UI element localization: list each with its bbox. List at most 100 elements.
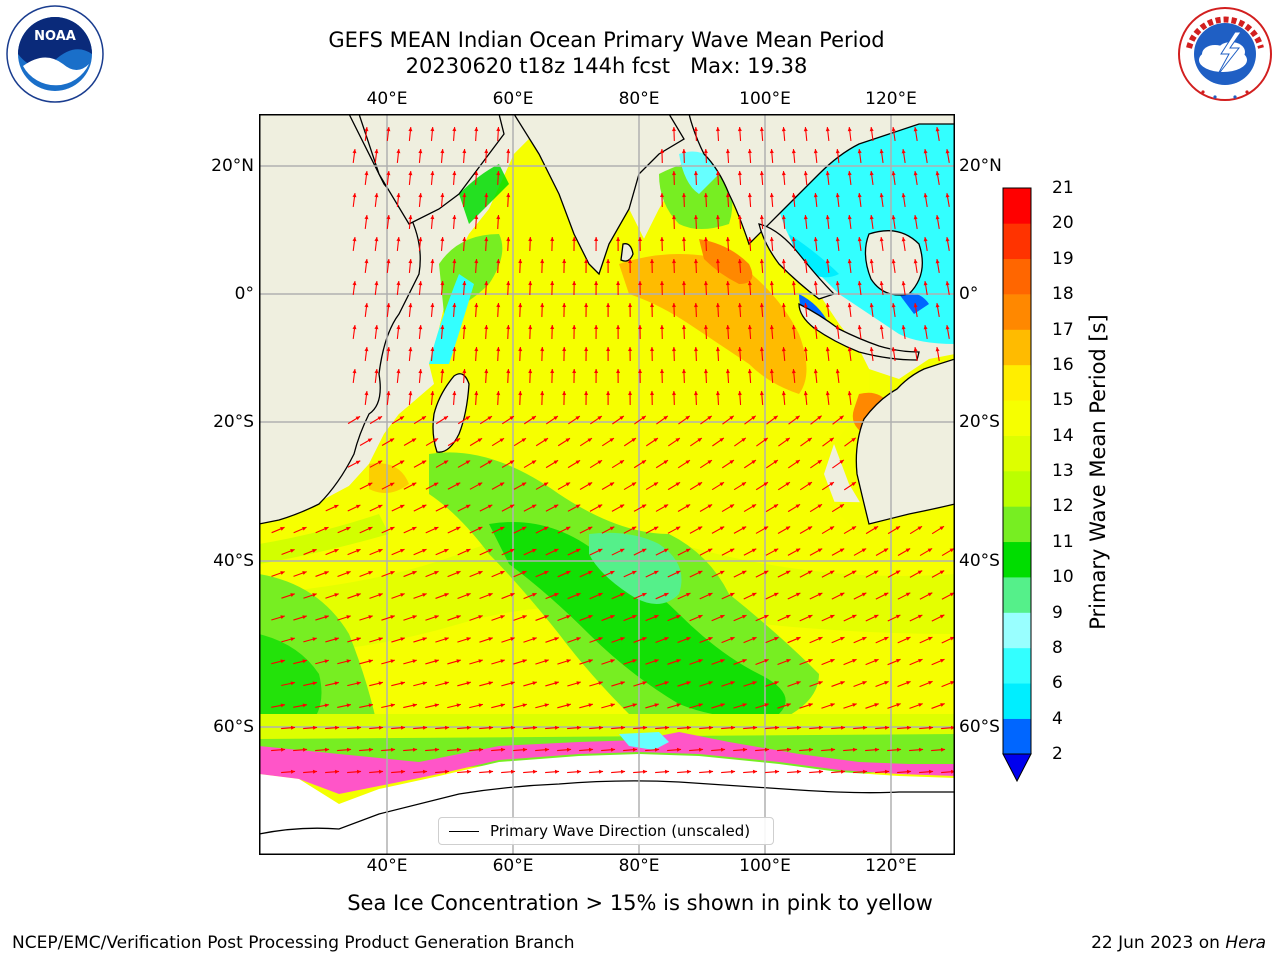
wave-vector-head <box>280 703 285 708</box>
wave-vector-head <box>484 149 489 154</box>
wave-vector-head <box>386 171 391 176</box>
wave-vector-head <box>302 526 307 531</box>
wave-vector-head <box>474 215 479 220</box>
wave-vector-head <box>484 281 489 286</box>
wave-vector-head <box>540 347 545 352</box>
wave-vector-head <box>818 681 823 685</box>
wave-vector-head <box>786 703 791 707</box>
map-legend: Primary Wave Direction (unscaled) <box>438 817 774 845</box>
wave-vector-head <box>620 725 626 730</box>
colorbar-segment <box>1003 683 1031 719</box>
wave-vector-head <box>862 725 868 730</box>
wave-vector-head <box>773 548 779 553</box>
wave-vector-head <box>752 725 758 730</box>
wave-vector-head <box>400 548 405 553</box>
wave-vector-head <box>896 659 901 663</box>
wave-vector-head <box>693 215 698 220</box>
wave-vector-head <box>663 548 669 553</box>
wave-vector-head <box>280 527 285 531</box>
noaa-logo: NOAA <box>6 5 104 103</box>
wave-vector-head <box>496 303 501 308</box>
wave-period-map[interactable] <box>259 114 955 855</box>
wave-vector-head <box>935 215 940 220</box>
wave-vector-head <box>396 149 401 154</box>
wave-vector-head <box>462 369 467 374</box>
wave-vector-head <box>747 237 752 242</box>
wave-vector-head <box>597 548 603 553</box>
wave-vector-head <box>703 237 708 242</box>
wave-vector-head <box>825 303 830 308</box>
wave-vector-head <box>434 571 439 575</box>
wave-vector-head <box>874 703 879 707</box>
wave-vector-head <box>851 482 856 486</box>
wave-vector-head <box>839 415 844 420</box>
wave-vector-head <box>632 703 637 708</box>
wave-vector-head <box>950 769 955 774</box>
wave-vector-head <box>412 571 417 575</box>
wave-vector-head <box>650 259 655 264</box>
wave-vector-head <box>412 747 418 752</box>
wave-vector-head <box>531 548 537 553</box>
wave-vector-head <box>597 416 602 420</box>
wave-vector-head <box>566 659 571 663</box>
wave-vector-head <box>632 659 637 663</box>
wave-vector-head <box>444 725 450 730</box>
wave-vector-head <box>452 391 457 396</box>
wave-vector-head <box>390 703 395 708</box>
wave-vector-head <box>759 171 764 176</box>
wave-vector-head <box>368 526 373 531</box>
wave-vector-head <box>290 549 295 553</box>
wave-vector-head <box>496 259 501 264</box>
wave-vector-head <box>324 571 329 575</box>
wave-vector-head <box>874 747 880 752</box>
colorbar-tick-label: 20 <box>1052 213 1074 234</box>
wave-vector-head <box>588 747 594 752</box>
wave-vector-head <box>939 526 945 531</box>
wave-vector-head <box>747 325 752 330</box>
wave-vector-head <box>681 281 686 286</box>
wave-vector-head <box>818 769 824 774</box>
wave-vector-head <box>759 391 764 396</box>
wave-vector-head <box>781 215 786 220</box>
wave-vector-head <box>923 325 928 330</box>
wave-vector-head <box>610 747 616 752</box>
wave-vector-head <box>496 215 501 220</box>
wave-vector-head <box>950 725 955 730</box>
wave-vector-head <box>478 571 483 575</box>
wave-vector-head <box>708 637 713 641</box>
wave-vector-head <box>619 504 625 509</box>
wave-vector-head <box>616 325 621 330</box>
wave-vector-head <box>708 725 714 730</box>
wave-vector-head <box>396 237 401 242</box>
wave-vector-head <box>594 237 599 242</box>
lon-tick-top: 40°E <box>366 89 408 109</box>
wave-vector-head <box>737 303 742 308</box>
wave-vector-head <box>465 460 471 465</box>
wave-vector-head <box>825 127 830 132</box>
wave-vector-head <box>368 747 374 752</box>
wave-vector-head <box>803 259 808 264</box>
footer-date-text: 22 Jun 2023 on <box>1091 933 1226 953</box>
wave-vector-head <box>598 769 604 774</box>
wave-vector-head <box>528 325 533 330</box>
wave-vector-head <box>664 681 669 685</box>
wave-vector-head <box>606 391 611 396</box>
wave-vector-head <box>620 637 625 641</box>
lon-tick-top: 120°E <box>865 89 917 109</box>
wave-vector-head <box>703 369 708 374</box>
wave-vector-head <box>703 193 708 198</box>
wave-vector-head <box>785 526 791 531</box>
wave-vector-head <box>616 281 621 286</box>
wave-vector-head <box>927 592 933 597</box>
wave-vector-head <box>825 215 830 220</box>
wave-vector-head <box>698 659 703 663</box>
wave-vector-head <box>869 171 874 176</box>
wave-vector-head <box>813 193 818 198</box>
wave-vector-head <box>641 460 647 465</box>
wave-vector-head <box>576 593 581 597</box>
wave-vector-head <box>763 482 768 487</box>
wave-vector-head <box>418 193 423 198</box>
wave-vector-head <box>346 526 351 531</box>
wave-vector-head <box>390 571 395 575</box>
wave-vector-head <box>818 636 823 641</box>
